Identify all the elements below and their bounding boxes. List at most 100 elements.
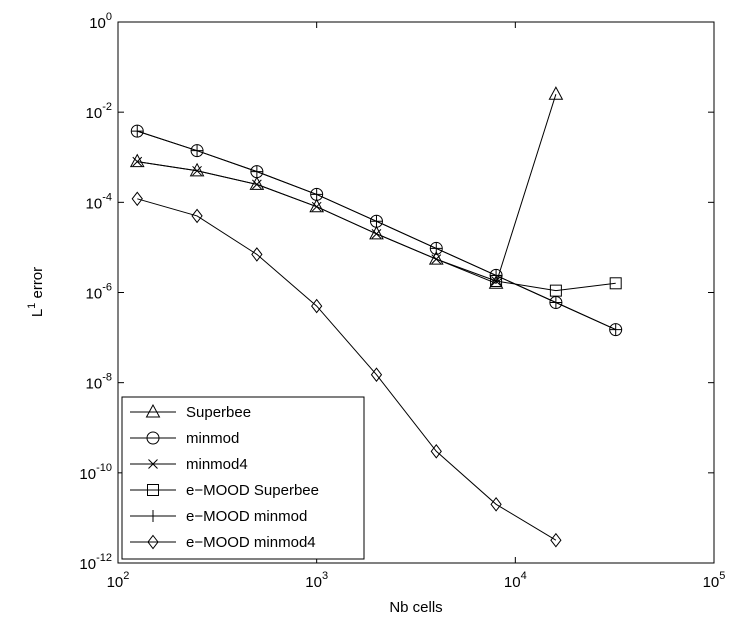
data-point-triangle (129, 153, 145, 168)
legend-item: Superbee (130, 403, 251, 421)
y-tick-label-exp: -4 (102, 191, 112, 203)
series-line (496, 280, 616, 292)
x-tick-label-base: 10 (504, 574, 521, 591)
y-tick-label: 10-10 (79, 462, 112, 483)
x-tick-label: 102 (107, 570, 130, 591)
y-tick-label-exp: -6 (102, 282, 112, 294)
legend-item: e−MOOD minmod (130, 508, 307, 525)
series-triangle (129, 86, 564, 289)
data-point-triangle (309, 198, 325, 213)
legend-item: e−MOOD Superbee (130, 482, 319, 499)
ticks-layer: 102 103 104 10510-1210-1010-810-610-410-210… (79, 11, 725, 591)
data-point-x (431, 254, 442, 264)
y-tick-label: 10-6 (86, 282, 112, 303)
y-tick-label-base: 10 (86, 376, 103, 393)
y-tick-label-base: 10 (86, 105, 103, 122)
y-axis-label-base: L (29, 309, 46, 317)
y-tick-label-exp: -2 (102, 101, 112, 113)
legend-label: e−MOOD minmod4 (186, 534, 316, 551)
data-point-square (609, 277, 622, 290)
legend-label: minmod4 (186, 456, 248, 473)
x-tick-label: 105 (703, 570, 726, 591)
data-point-triangle (369, 225, 384, 240)
legend-item: minmod4 (130, 456, 248, 473)
legend-marker-plus (147, 510, 159, 522)
series-diamond (131, 191, 562, 548)
series-line (137, 198, 557, 541)
data-point-plus (191, 144, 204, 157)
data-point-triangle (548, 86, 564, 100)
data-point-plus (430, 242, 443, 255)
series-square (490, 274, 622, 297)
y-axis-label-sup: 1 (26, 303, 38, 309)
x-tick-label-exp: 3 (322, 570, 328, 582)
y-tick-label-base: 10 (89, 15, 106, 32)
legend-label: e−MOOD Superbee (186, 482, 319, 499)
x-tick-label: 103 (305, 570, 328, 591)
x-tick-label-base: 10 (305, 574, 322, 591)
series-line (137, 94, 557, 284)
x-tick-label-exp: 4 (521, 570, 527, 582)
legend-label: Superbee (186, 404, 251, 421)
y-tick-label: 10-12 (79, 552, 112, 573)
data-point-diamond (251, 247, 263, 262)
series-line (137, 130, 616, 331)
data-point-plus (549, 296, 562, 309)
data-point-x (311, 201, 322, 212)
legend-marker-square (147, 484, 159, 496)
x-tick-label-exp: 2 (123, 570, 129, 582)
y-tick-label: 100 (89, 11, 112, 32)
x-tick-label: 104 (504, 570, 527, 591)
data-point-diamond (370, 367, 383, 383)
data-point-x (132, 156, 143, 167)
y-axis-label-rest: error (29, 267, 46, 303)
x-axis-label: Nb cells (389, 599, 442, 616)
y-tick-label-exp: 0 (106, 11, 112, 23)
data-point-plus (609, 323, 622, 336)
series-x (132, 156, 501, 286)
series-plus (131, 125, 622, 336)
y-tick-label: 10-8 (86, 372, 112, 393)
data-point-x (192, 165, 202, 176)
data-point-plus (490, 269, 503, 282)
y-tick-label-base: 10 (86, 195, 103, 212)
data-point-plus (370, 215, 383, 228)
data-point-triangle (488, 275, 504, 289)
legend-box (121, 396, 365, 560)
y-tick-label: 10-4 (86, 191, 112, 212)
data-point-plus (310, 188, 323, 201)
data-point-diamond (311, 298, 323, 314)
data-point-x (371, 228, 382, 239)
data-point-square (549, 284, 562, 297)
data-point-x (252, 179, 262, 190)
legend-marker-triangle (145, 403, 161, 418)
y-axis-label: L1 error (26, 267, 46, 317)
y-tick-label-exp: -12 (96, 552, 112, 564)
x-tick-label-base: 10 (107, 574, 124, 591)
data-point-plus (250, 165, 263, 178)
data-point-diamond (131, 191, 143, 207)
legend-item: e−MOOD minmod4 (130, 534, 316, 551)
series-circle (130, 124, 623, 337)
data-point-diamond (430, 444, 442, 459)
series-layer (129, 86, 623, 548)
legend: Superbee minmod minmod4 e−MOOD Superbee e−MO… (121, 396, 365, 560)
y-tick-label-exp: -8 (102, 372, 112, 384)
x-tick-label-base: 10 (703, 574, 720, 591)
y-tick-label-base: 10 (86, 286, 103, 303)
y-tick-label: 10-2 (86, 101, 112, 122)
y-tick-label-exp: -10 (96, 462, 112, 474)
series-line (137, 130, 616, 331)
legend-label: minmod (186, 430, 239, 447)
legend-marker-diamond (147, 534, 159, 550)
legend-item: minmod (130, 430, 239, 447)
data-point-plus (131, 125, 144, 138)
data-point-diamond (490, 497, 502, 512)
legend-label: e−MOOD minmod (186, 508, 307, 525)
legend-marker-x (148, 459, 158, 469)
data-point-diamond (550, 532, 562, 548)
data-point-diamond (191, 208, 203, 224)
legend-marker-circle (146, 431, 160, 445)
y-tick-label-base: 10 (79, 466, 96, 483)
y-tick-label-base: 10 (79, 556, 96, 573)
